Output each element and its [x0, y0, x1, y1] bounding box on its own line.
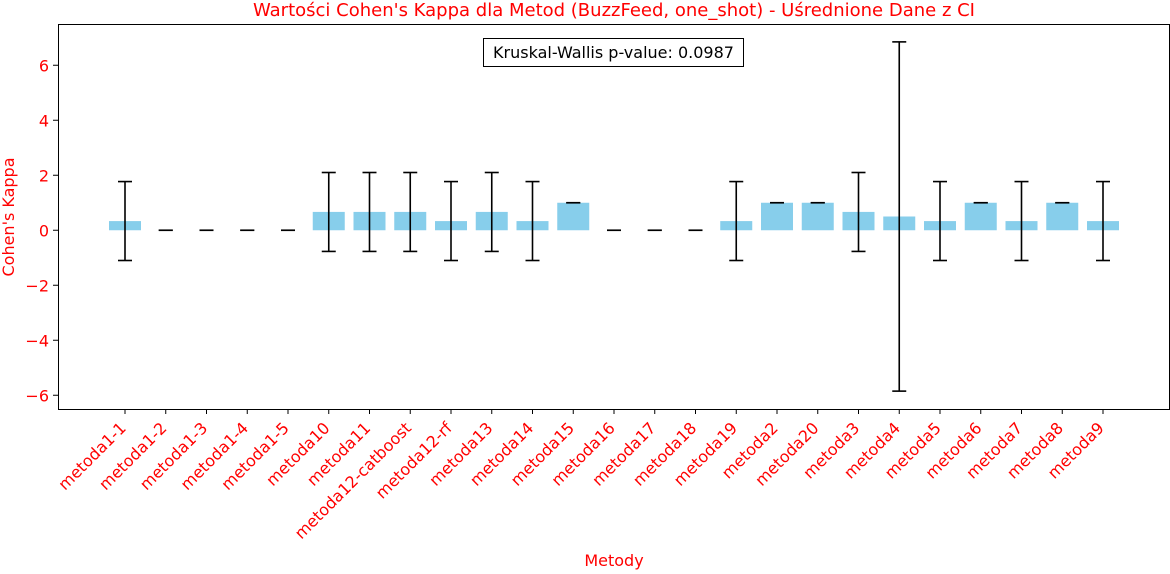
bar [557, 202, 590, 231]
y-tick-label: 2 [39, 166, 49, 185]
y-axis-label: Cohen's Kappa [0, 157, 18, 276]
bar [801, 202, 834, 231]
chart-title: Wartości Cohen's Kappa dla Metod (BuzzFe… [253, 0, 975, 21]
y-tick-label: −2 [25, 276, 49, 295]
y-tick-label: 0 [39, 221, 49, 240]
annotation-frame [483, 38, 744, 67]
annotation-box: Kruskal-Wallis p-value: 0.0987 [483, 38, 744, 67]
kruskal-wallis-annotation: Kruskal-Wallis p-value: 0.0987 [493, 43, 734, 62]
y-tick-label: 6 [39, 56, 49, 75]
bar [1046, 202, 1079, 231]
y-tick-label: −4 [25, 331, 49, 350]
bar [761, 202, 793, 231]
bar [964, 202, 997, 231]
y-tick-label: 4 [39, 111, 49, 130]
plot-content [109, 41, 1119, 392]
x-axis-label: Metody [584, 551, 643, 570]
plot-frame [58, 24, 1170, 410]
y-tick-label: −6 [25, 386, 49, 405]
